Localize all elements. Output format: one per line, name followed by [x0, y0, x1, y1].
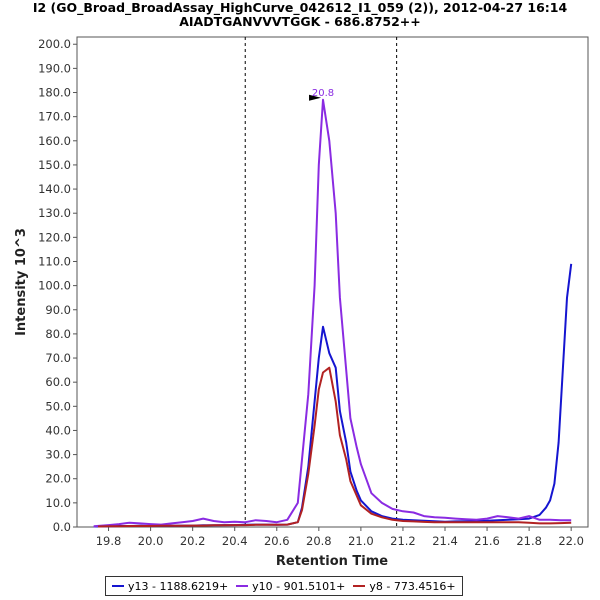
y-tick-label: 170.0 [38, 110, 71, 124]
y-tick-label: 30.0 [45, 448, 71, 462]
legend: y13 - 1188.6219+ y10 - 901.5101+ y8 - 773.… [105, 576, 463, 596]
y-tick-label: 200.0 [38, 37, 71, 51]
y-tick-label: 0.0 [53, 520, 71, 534]
x-tick-label: 20.8 [306, 534, 332, 548]
series-line-2 [93, 98, 572, 528]
legend-swatch [236, 585, 249, 587]
y-tick-label: 160.0 [38, 134, 71, 148]
y-axis-label: Intensity 10^3 [14, 228, 29, 336]
y-tick-label: 150.0 [38, 158, 71, 172]
x-tick-label: 20.6 [264, 534, 290, 548]
x-tick-label: 21.4 [432, 534, 458, 548]
y-tick-label: 10.0 [45, 496, 71, 510]
x-tick-label: 21.8 [516, 534, 542, 548]
x-tick-label: 19.8 [96, 534, 122, 548]
x-axis: 19.8 20.0 20.2 20.4 20.6 20.8 21.0 21.2 21.4 21.6… [96, 527, 584, 548]
legend-swatch [112, 585, 124, 587]
y-tick-label: 60.0 [45, 375, 71, 389]
y-tick-label: 100.0 [38, 279, 71, 293]
legend-label: y8 - 773.4516+ [369, 579, 456, 593]
legend-item: y13 - 1188.6219+ [112, 580, 228, 593]
x-tick-label: 22.0 [558, 534, 584, 548]
x-axis-label: Retention Time [276, 554, 388, 569]
y-tick-label: 90.0 [45, 303, 71, 317]
x-tick-label: 20.2 [180, 534, 206, 548]
legend-item: y10 - 901.5101+ [236, 580, 345, 593]
y-tick-label: 50.0 [45, 399, 71, 413]
x-tick-label: 20.0 [138, 534, 164, 548]
x-tick-label: 21.6 [474, 534, 500, 548]
y-tick-label: 120.0 [38, 230, 71, 244]
boundary-lines [244, 37, 398, 527]
x-tick-label: 20.4 [222, 534, 248, 548]
chart-subtitle: AIADTGANVVVTGGK - 686.8752++ [179, 14, 421, 29]
legend-item: y8 - 773.4516+ [353, 579, 456, 593]
legend-swatch [353, 585, 366, 587]
chromatogram-chart: 0.0 10.0 20.0 30.0 40.0 50.0 60.0 70.0 80.0 90.0 1… [14, 36, 589, 569]
y-tick-label: 110.0 [38, 254, 71, 268]
y-tick-label: 20.0 [45, 472, 71, 486]
y-tick-label: 70.0 [45, 351, 71, 365]
y-tick-label: 190.0 [38, 61, 71, 75]
y-tick-label: 140.0 [38, 182, 71, 196]
y-tick-label: 40.0 [45, 423, 71, 437]
peak-annotation: 20.8 [309, 88, 334, 101]
chart-title: I2 (GO_Broad_BroadAssay_HighCurve_042612… [32, 0, 568, 15]
x-tick-label: 21.0 [348, 534, 374, 548]
y-tick-label: 130.0 [38, 206, 71, 220]
x-tick-label: 21.2 [390, 534, 416, 548]
series-line-3 [97, 366, 572, 528]
peak-label: 20.8 [312, 88, 334, 99]
plot-area [76, 36, 589, 528]
peak-arrow [309, 94, 322, 101]
y-tick-label: 180.0 [38, 86, 71, 100]
y-tick-label: 80.0 [45, 327, 71, 341]
legend-label: y10 - 901.5101+ [252, 579, 346, 593]
y-axis: 0.0 10.0 20.0 30.0 40.0 50.0 60.0 70.0 80.0 90.0 1… [38, 37, 77, 534]
legend-label: y13 - 1188.6219+ [128, 579, 229, 593]
series-lines [93, 98, 573, 528]
